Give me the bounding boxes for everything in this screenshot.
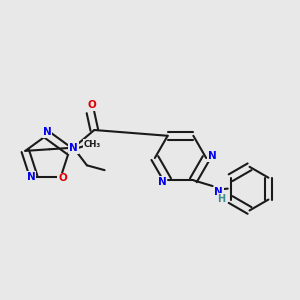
Text: H: H [218, 194, 226, 204]
Text: CH₃: CH₃ [84, 140, 101, 148]
Text: O: O [58, 173, 67, 183]
Text: N: N [69, 143, 78, 153]
Text: N: N [214, 188, 223, 197]
Text: O: O [87, 100, 96, 110]
Text: N: N [43, 127, 52, 137]
Text: N: N [208, 152, 216, 161]
Text: N: N [27, 172, 35, 182]
Text: N: N [158, 177, 166, 187]
